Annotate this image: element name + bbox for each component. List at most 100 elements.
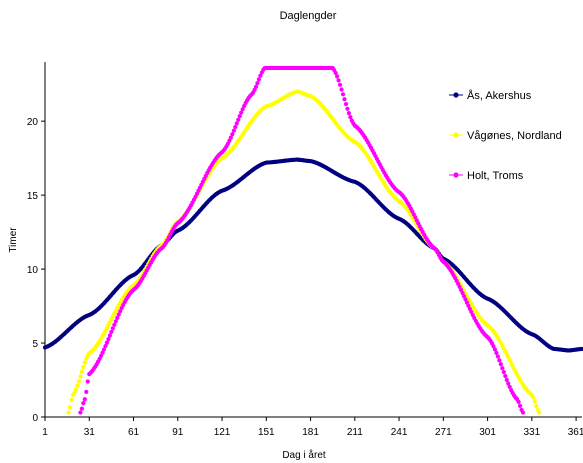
legend-swatch-marker xyxy=(453,92,459,98)
data-point xyxy=(495,354,501,359)
data-point xyxy=(110,326,115,331)
data-point xyxy=(504,377,509,382)
data-point xyxy=(227,138,232,143)
data-point xyxy=(461,294,467,299)
series-points xyxy=(42,157,583,353)
data-point xyxy=(464,300,470,305)
y-ticks: 0 5 10 15 20 xyxy=(27,117,45,424)
legend: Ås, Akershus Vågønes, Nordland Holt, Troms xyxy=(449,89,562,182)
data-point xyxy=(255,81,260,86)
data-point xyxy=(82,397,87,402)
data-point xyxy=(258,73,263,78)
data-point xyxy=(76,379,82,384)
x-tick-label: 151 xyxy=(258,427,275,438)
data-point xyxy=(67,405,73,410)
data-point xyxy=(345,106,350,111)
data-point xyxy=(85,379,90,384)
y-tick-label: 20 xyxy=(27,117,39,128)
data-point xyxy=(82,360,87,365)
data-point xyxy=(84,356,89,361)
data-point xyxy=(516,399,521,404)
data-point xyxy=(100,350,105,355)
data-point xyxy=(78,410,83,415)
x-tick-label: 91 xyxy=(172,427,184,438)
x-tick-label: 271 xyxy=(435,427,452,438)
x-tick-label: 121 xyxy=(214,427,231,438)
data-point xyxy=(458,287,464,292)
series-points xyxy=(78,65,526,415)
data-point xyxy=(101,347,107,352)
data-point xyxy=(239,110,244,115)
data-point xyxy=(79,369,84,374)
data-point xyxy=(72,390,77,395)
data-point xyxy=(520,410,526,415)
data-point xyxy=(118,309,123,314)
data-point xyxy=(253,84,259,89)
data-point xyxy=(335,74,340,79)
data-point xyxy=(112,322,117,327)
data-point xyxy=(537,410,542,415)
x-tick-label: 1 xyxy=(42,427,48,438)
data-point xyxy=(78,374,83,379)
x-tick-label: 241 xyxy=(391,427,408,438)
data-point xyxy=(98,353,104,358)
data-point xyxy=(75,383,80,388)
data-point xyxy=(579,346,583,352)
data-point xyxy=(460,290,465,296)
data-point xyxy=(103,343,108,349)
data-point xyxy=(240,107,245,112)
data-point xyxy=(231,128,236,133)
data-point xyxy=(494,350,499,355)
data-point xyxy=(506,381,511,386)
data-point xyxy=(104,340,110,345)
data-point xyxy=(517,403,523,409)
data-point xyxy=(507,384,512,390)
data-point xyxy=(503,373,508,379)
data-point xyxy=(532,399,537,404)
data-point xyxy=(492,347,498,352)
data-point xyxy=(337,82,343,87)
data-point xyxy=(73,387,79,392)
data-point xyxy=(498,362,503,367)
x-tick-label: 181 xyxy=(302,427,319,438)
data-point xyxy=(342,97,347,102)
data-point xyxy=(107,333,113,338)
data-point xyxy=(109,329,114,335)
data-point xyxy=(237,113,242,119)
data-point xyxy=(346,111,352,116)
data-point xyxy=(340,92,346,97)
data-point xyxy=(81,401,86,406)
y-tick-label: 15 xyxy=(27,191,39,202)
data-point xyxy=(500,366,505,371)
data-point xyxy=(339,87,344,92)
data-point xyxy=(228,135,233,140)
data-point xyxy=(348,115,353,120)
data-point xyxy=(534,403,539,409)
legend-item: Vågønes, Nordland xyxy=(449,130,562,142)
y-tick-label: 5 xyxy=(32,339,38,350)
y-axis-label: Timer xyxy=(8,227,19,253)
data-point xyxy=(66,410,71,415)
data-point xyxy=(333,70,338,76)
data-point xyxy=(463,297,468,302)
data-point xyxy=(256,77,262,82)
x-tick-label: 31 xyxy=(84,427,96,438)
legend-label: Holt, Troms xyxy=(467,170,524,182)
data-point xyxy=(501,370,506,375)
data-point xyxy=(81,364,86,370)
y-tick-label: 0 xyxy=(32,413,38,424)
data-point xyxy=(497,358,502,363)
data-point xyxy=(233,124,238,130)
data-point xyxy=(336,78,341,83)
legend-label: Vågønes, Nordland xyxy=(467,130,562,142)
x-axis-label: Dag i året xyxy=(282,449,326,461)
legend-swatch-marker xyxy=(453,172,459,178)
x-tick-label: 301 xyxy=(479,427,496,438)
data-point xyxy=(230,132,235,137)
data-point xyxy=(79,406,84,411)
series-layer xyxy=(42,65,583,415)
data-point xyxy=(116,312,121,317)
data-point xyxy=(466,303,471,308)
x-ticks: 1 31 61 91 121 151 181 211 241 271 301 331 361 xyxy=(42,417,583,438)
